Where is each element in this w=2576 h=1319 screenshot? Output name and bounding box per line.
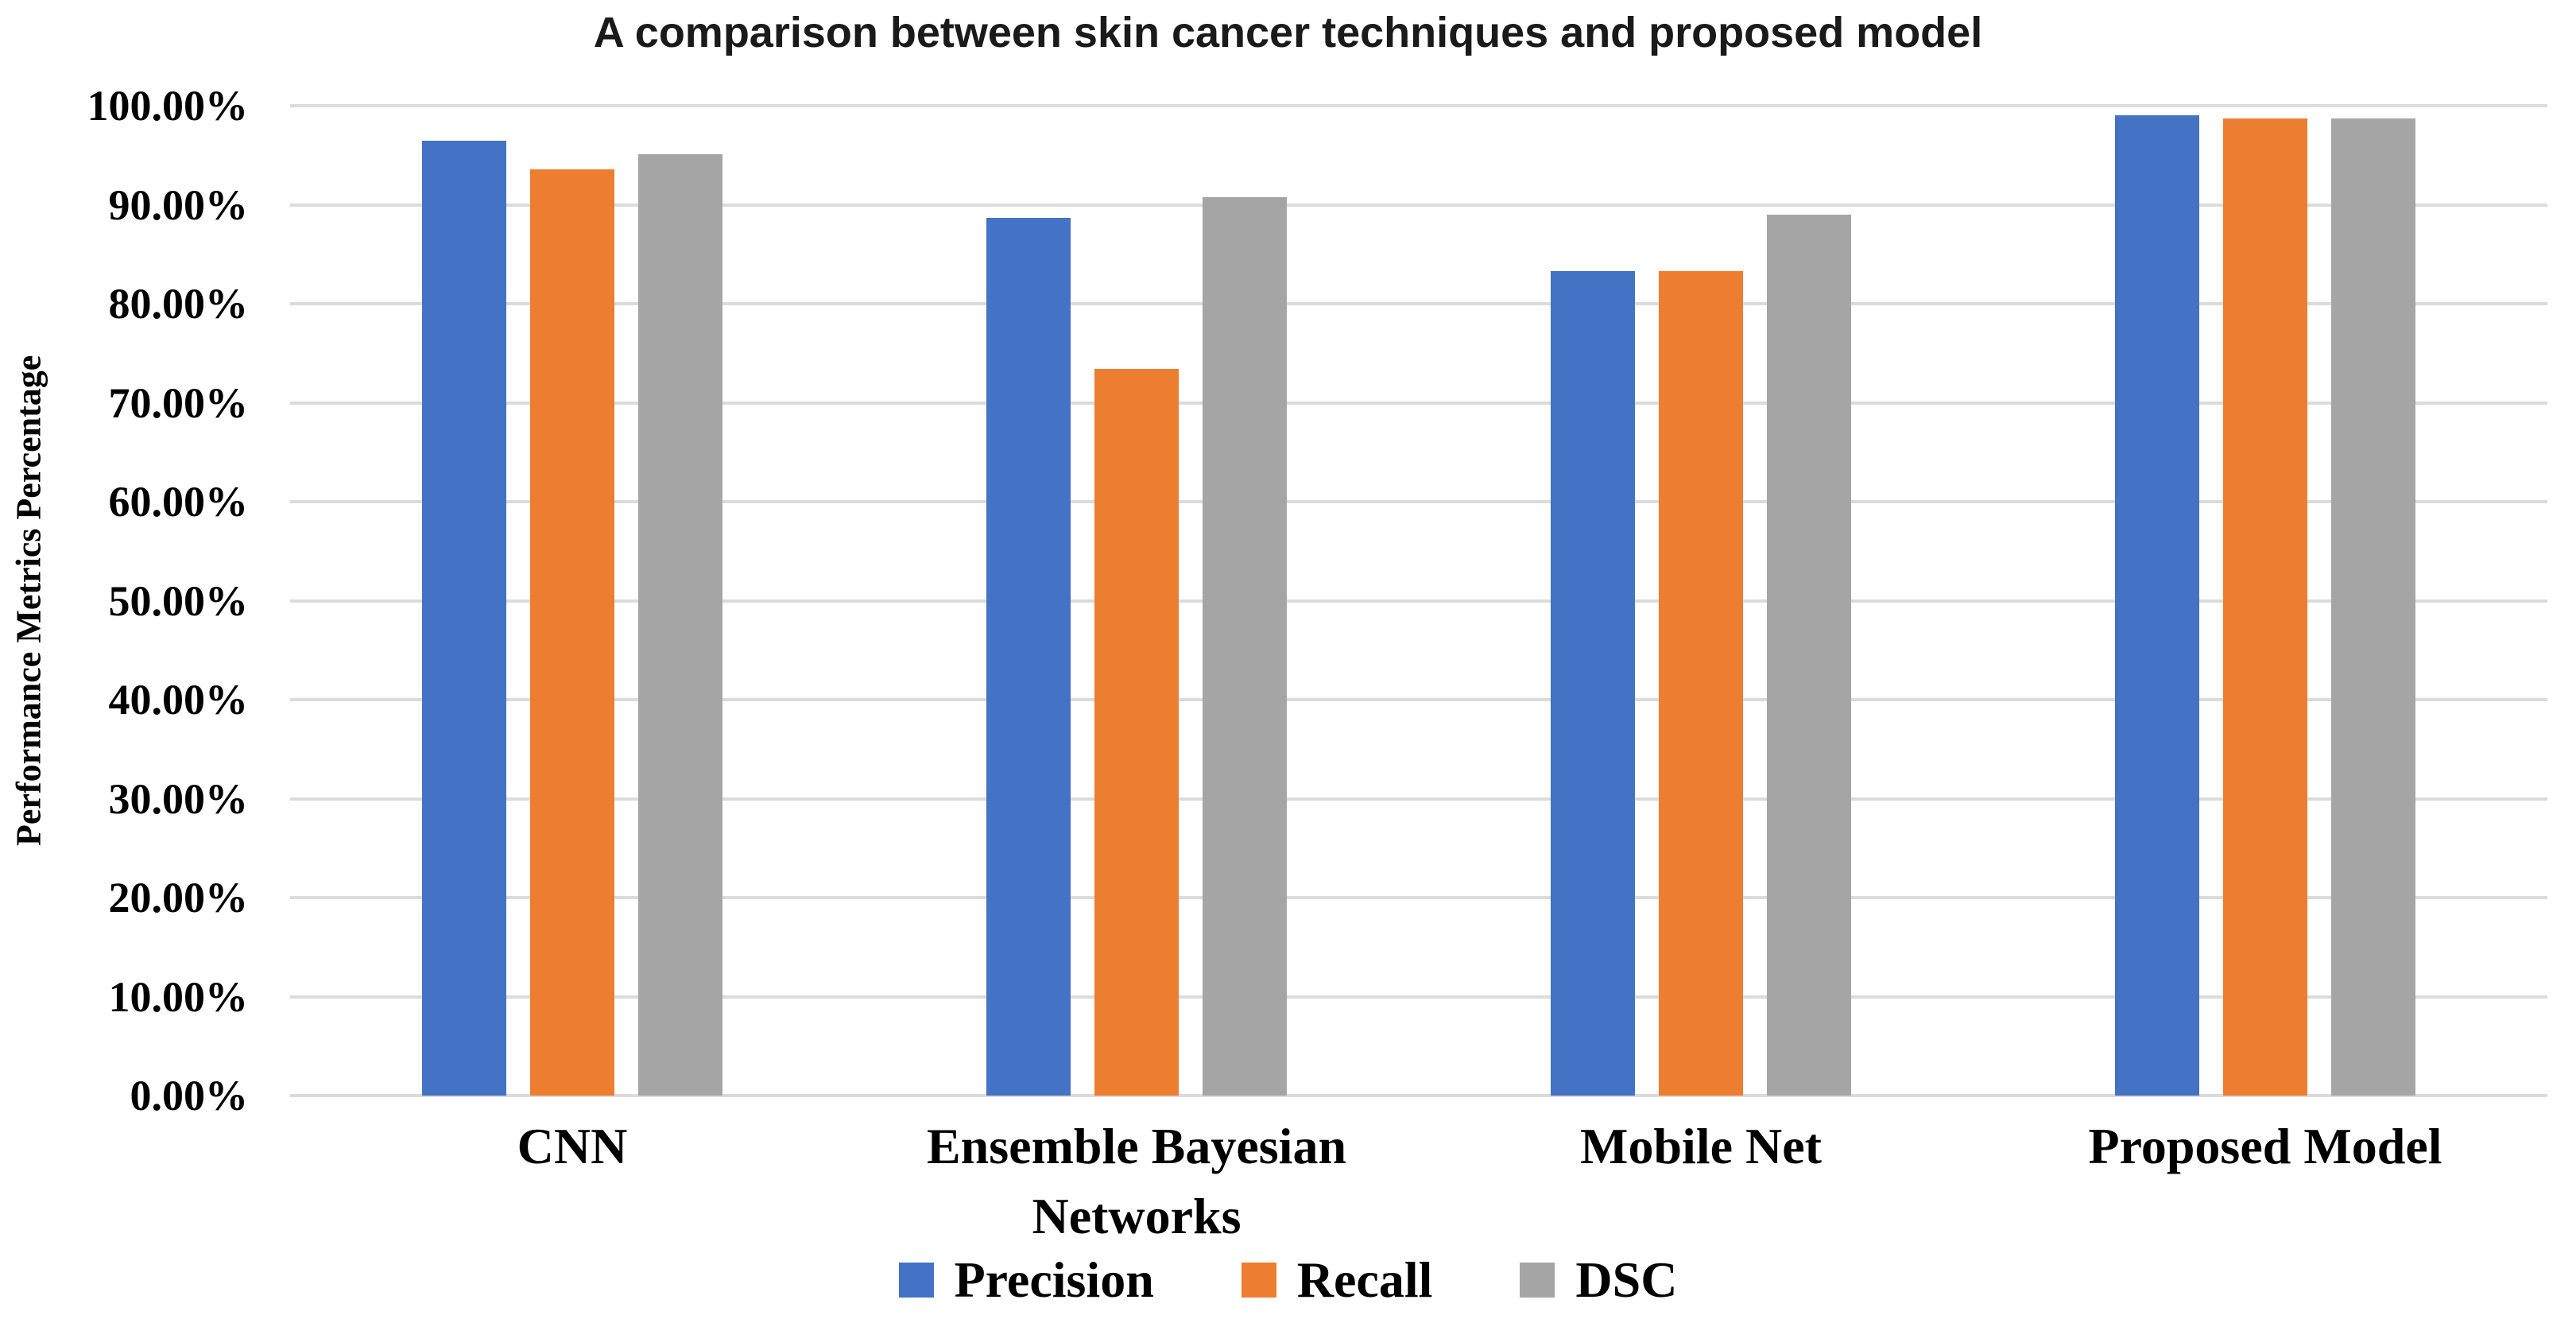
- ytick-label: 90.00%: [108, 180, 249, 229]
- gridline-0: [290, 1094, 2547, 1097]
- ytick-label: 10.00%: [108, 972, 249, 1021]
- legend-label: Recall: [1296, 1251, 1433, 1308]
- bar-cluster-proposed-model: [1983, 106, 2547, 1096]
- bar-cluster-mobile-net: [1419, 106, 1983, 1096]
- legend-item-dsc: DSC: [1520, 1255, 1677, 1305]
- bar-precision-proposed-model: [2115, 115, 2199, 1096]
- ytick-label: 30.00%: [108, 774, 249, 823]
- gridline-20: [290, 896, 2547, 899]
- gridline-60: [290, 500, 2547, 503]
- gridline-10: [290, 995, 2547, 999]
- ytick-label: 20.00%: [108, 874, 249, 921]
- bar-precision-cnn: [422, 140, 506, 1096]
- legend: Precision Recall DSC: [0, 1255, 2576, 1305]
- ytick-label: 0.00%: [130, 1072, 249, 1119]
- ytick-label: 40.00%: [108, 676, 249, 724]
- gridline-50: [290, 599, 2547, 603]
- bar-dsc-cnn: [638, 154, 722, 1096]
- ytick-label: 100.00%: [87, 82, 249, 130]
- ytick-label: 50.00%: [108, 576, 249, 625]
- bar-recall-proposed-model: [2223, 118, 2307, 1096]
- bar-precision-mobile-net: [1551, 270, 1635, 1096]
- gridline-100: [290, 104, 2547, 107]
- legend-item-recall: Recall: [1241, 1251, 1433, 1308]
- legend-marker-precision-icon: [898, 1263, 934, 1298]
- ytick-label: 70.00%: [108, 378, 249, 427]
- bar-recall-mobile-net: [1659, 270, 1743, 1096]
- bar-precision-ensemble-bayesian-networks: [986, 217, 1071, 1096]
- gridline-30: [290, 797, 2547, 801]
- gridline-80: [290, 302, 2547, 305]
- category-label: Proposed Model: [2088, 1118, 2442, 1174]
- chart-title: A comparison between skin cancer techniq…: [593, 9, 1983, 56]
- category-label: Mobile Net: [1580, 1118, 1822, 1174]
- bar-dsc-ensemble-bayesian-networks: [1203, 196, 1287, 1096]
- bar-recall-cnn: [530, 169, 614, 1096]
- category-label: Ensemble Bayesian Networks: [926, 1118, 1347, 1244]
- gridline-90: [290, 203, 2547, 207]
- bar-dsc-proposed-model: [2331, 118, 2415, 1096]
- ytick-label: 80.00%: [108, 280, 249, 328]
- ytick-label: 60.00%: [108, 478, 249, 526]
- bar-dsc-mobile-net: [1767, 214, 1851, 1096]
- legend-marker-recall-icon: [1241, 1263, 1276, 1298]
- legend-label: Precision: [954, 1251, 1154, 1308]
- category-label: CNN: [517, 1118, 628, 1174]
- legend-label: DSC: [1575, 1251, 1678, 1308]
- plot-area: [290, 104, 2547, 1097]
- bar-recall-ensemble-bayesian-networks: [1094, 369, 1179, 1096]
- gridline-40: [290, 698, 2547, 701]
- legend-marker-dsc-icon: [1520, 1263, 1555, 1298]
- gridline-70: [290, 401, 2547, 405]
- bar-cluster-cnn: [290, 106, 854, 1096]
- legend-item-precision: Precision: [898, 1251, 1154, 1308]
- bar-cluster-ensemble-bayesian-networks: [854, 106, 1419, 1096]
